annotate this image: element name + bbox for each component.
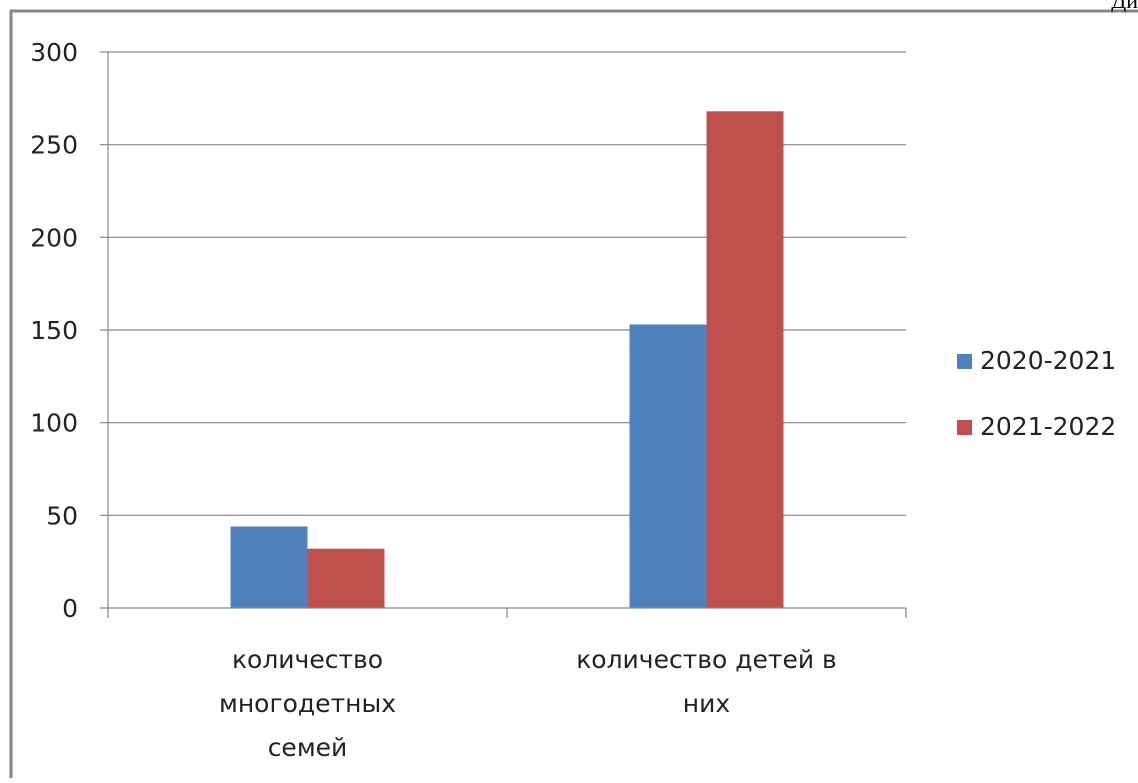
x-category-label: многодетных (219, 689, 396, 718)
axes (100, 51, 907, 618)
y-tick-label: 50 (46, 501, 78, 530)
y-tick-label: 300 (30, 38, 78, 67)
y-tick-label: 150 (30, 316, 78, 345)
legend-swatch (957, 420, 972, 435)
bar-2021-2022-0 (307, 548, 385, 608)
grid-lines (108, 51, 906, 516)
legend-swatch (957, 354, 972, 369)
bar-2020-2021-1 (629, 324, 707, 608)
x-category-labels: количество многодетных семей количество дет… (219, 645, 837, 762)
bar-2020-2021-0 (230, 526, 308, 608)
corner-text: Ди (1111, 0, 1138, 13)
x-category-label: семей (268, 733, 348, 762)
y-tick-label: 250 (30, 131, 78, 160)
y-tick-label: 100 (30, 409, 78, 438)
y-tick-label: 200 (30, 223, 78, 252)
legend-label: 2021-2022 (980, 412, 1116, 441)
x-category-label: количество детей в (576, 645, 837, 674)
bars (230, 111, 784, 608)
y-tick-label: 0 (62, 594, 78, 623)
y-tick-labels: 0 50 100 150 200 250 300 (30, 38, 78, 623)
bar-2021-2022-1 (706, 111, 784, 608)
x-category-label: них (683, 689, 730, 718)
legend-label: 2020-2021 (980, 346, 1116, 375)
x-category-label: количество (232, 645, 383, 674)
legend: 2020-2021 2021-2022 (957, 346, 1116, 441)
